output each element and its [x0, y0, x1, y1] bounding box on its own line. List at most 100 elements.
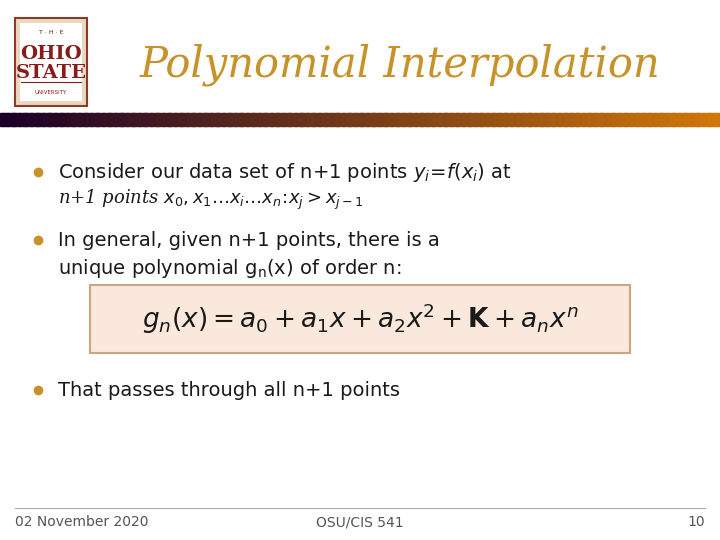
Bar [50, 113, 53, 126]
Bar [490, 113, 492, 126]
Bar [667, 113, 670, 126]
Bar [218, 113, 221, 126]
Bar [202, 113, 204, 126]
Bar [588, 113, 591, 126]
Bar [34, 113, 37, 126]
Bar [473, 113, 476, 126]
Bar [199, 113, 202, 126]
Bar [538, 113, 541, 126]
Bar [559, 113, 562, 126]
Bar [475, 113, 478, 126]
Bar [283, 113, 286, 126]
Bar [144, 113, 147, 126]
Bar [19, 113, 22, 126]
Text: Consider our data set of n+1 points $y_i\!=\!f(x_i)$ at: Consider our data set of n+1 points $y_i… [58, 160, 512, 184]
Bar [74, 113, 77, 126]
Bar [477, 113, 480, 126]
Bar [456, 113, 459, 126]
Text: OSU/CIS 541: OSU/CIS 541 [316, 515, 404, 529]
Bar [624, 113, 627, 126]
Bar [418, 113, 420, 126]
Bar [451, 113, 454, 126]
Text: T · H · E: T · H · E [39, 30, 63, 35]
Bar [466, 113, 469, 126]
Bar [43, 113, 46, 126]
Bar [372, 113, 375, 126]
Bar [22, 113, 24, 126]
Text: UNIVERSITY: UNIVERSITY [35, 90, 67, 94]
Bar [65, 113, 68, 126]
Bar [610, 113, 613, 126]
Bar [545, 113, 548, 126]
Bar [648, 113, 651, 126]
Bar [660, 113, 663, 126]
Bar [598, 113, 600, 126]
Bar [142, 113, 145, 126]
Bar [307, 113, 310, 126]
Bar [333, 113, 336, 126]
Bar [684, 113, 687, 126]
Bar [576, 113, 579, 126]
Bar [564, 113, 567, 126]
Bar [600, 113, 603, 126]
Bar [89, 113, 91, 126]
Text: OHIO: OHIO [20, 45, 82, 63]
Bar [276, 113, 279, 126]
Bar [696, 113, 699, 126]
Bar [499, 113, 502, 126]
Bar [672, 113, 675, 126]
Bar [708, 113, 711, 126]
Bar [670, 113, 672, 126]
Bar [45, 113, 48, 126]
Bar [360, 113, 363, 126]
Bar [225, 113, 228, 126]
Bar [161, 113, 163, 126]
Bar [547, 113, 550, 126]
Bar [295, 113, 298, 126]
Bar [319, 113, 322, 126]
Bar [338, 113, 341, 126]
Bar [619, 113, 622, 126]
Bar [178, 113, 181, 126]
Bar [171, 113, 174, 126]
Bar [341, 113, 343, 126]
Bar [518, 113, 521, 126]
Bar [535, 113, 538, 126]
Bar [351, 113, 354, 126]
Bar [540, 113, 543, 126]
Bar [209, 113, 212, 126]
Bar [396, 113, 399, 126]
Bar [156, 113, 159, 126]
Bar [425, 113, 428, 126]
Bar [439, 113, 442, 126]
Bar [437, 113, 440, 126]
Bar [470, 113, 473, 126]
Bar [286, 113, 289, 126]
Bar [348, 113, 351, 126]
Text: 10: 10 [688, 515, 705, 529]
Bar [693, 113, 696, 126]
Bar [322, 113, 325, 126]
Bar [240, 113, 243, 126]
Bar [5, 113, 8, 126]
Bar [655, 113, 658, 126]
Bar [153, 113, 156, 126]
Bar [365, 113, 368, 126]
Bar [495, 113, 498, 126]
Bar [187, 113, 190, 126]
Bar [485, 113, 487, 126]
Bar [290, 113, 293, 126]
Bar [103, 113, 106, 126]
Bar [369, 113, 372, 126]
Bar [567, 113, 570, 126]
Bar [245, 113, 248, 126]
Bar [326, 113, 329, 126]
Bar [60, 113, 63, 126]
Bar [677, 113, 680, 126]
Bar [410, 113, 413, 126]
Bar [79, 113, 82, 126]
Bar [430, 113, 433, 126]
Bar [343, 113, 346, 126]
Bar [605, 113, 608, 126]
Bar [650, 113, 653, 126]
